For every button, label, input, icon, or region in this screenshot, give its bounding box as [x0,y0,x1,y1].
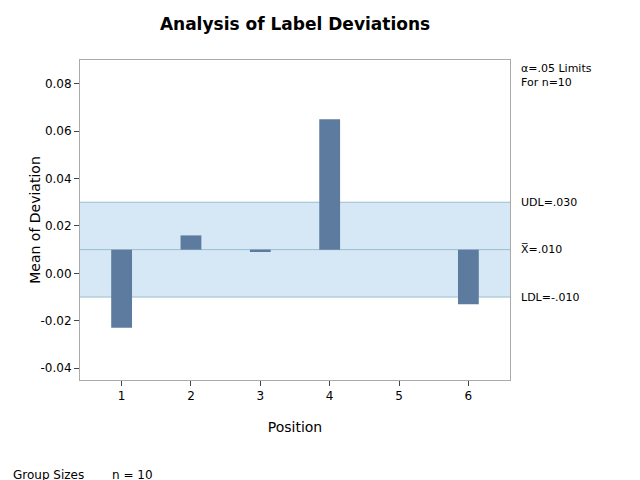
svg-text:0.06: 0.06 [45,124,72,138]
svg-text:6: 6 [465,389,473,403]
svg-text:0.04: 0.04 [45,172,72,186]
svg-text:X̅=.010: X̅=.010 [521,243,562,256]
svg-text:4: 4 [326,389,334,403]
svg-text:n = 10: n = 10 [112,468,153,480]
svg-text:-0.04: -0.04 [41,361,72,375]
svg-text:Group Sizes: Group Sizes [13,468,84,480]
svg-text:2: 2 [187,389,195,403]
svg-text:0.02: 0.02 [45,219,72,233]
svg-text:0.08: 0.08 [45,77,72,91]
svg-text:3: 3 [256,389,264,403]
svg-text:α=.05 LimitsFor n=10: α=.05 LimitsFor n=10 [521,62,592,89]
svg-text:-0.02: -0.02 [41,314,72,328]
svg-text:0.00: 0.00 [45,267,72,281]
svg-text:UDL=.030: UDL=.030 [521,196,577,209]
svg-text:Analysis of Label Deviations: Analysis of Label Deviations [160,14,430,34]
svg-text:Mean of Deviation: Mean of Deviation [27,156,43,284]
svg-text:1: 1 [118,389,126,403]
svg-text:Position: Position [268,419,323,435]
svg-text:5: 5 [395,389,403,403]
svg-text:LDL=-.010: LDL=-.010 [521,291,579,304]
